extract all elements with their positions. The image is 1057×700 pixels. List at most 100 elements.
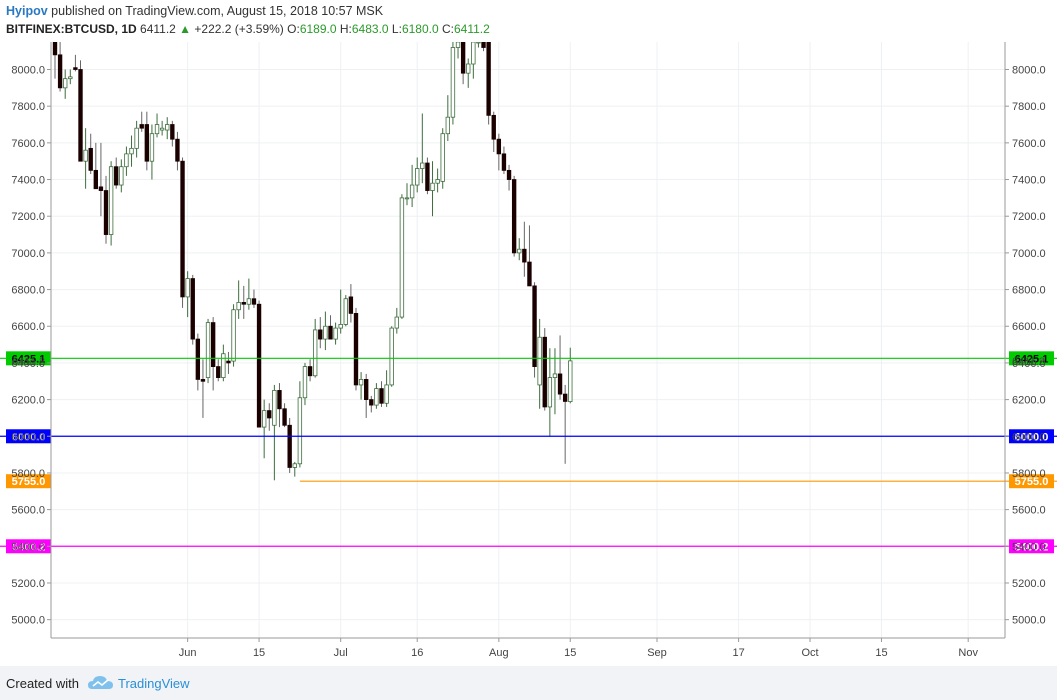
candle-body (221, 353, 226, 378)
candle-body (399, 197, 405, 318)
candle-body (562, 393, 568, 402)
candle-body (511, 179, 517, 254)
candle-body (547, 377, 553, 408)
y-tick-label-right: 5800.0 (1012, 468, 1046, 480)
y-tick-label-left: 8000.0 (11, 65, 45, 77)
candle-body (353, 313, 359, 386)
candle-body (486, 42, 491, 116)
y-tick-label-right: 7800.0 (1012, 101, 1046, 113)
level-tag-left (6, 351, 51, 366)
y-tick-label-right: 8000.0 (1012, 65, 1046, 77)
close-label: C: (441, 22, 454, 36)
chart-header: Hyipov published on TradingView.com, Aug… (0, 0, 1057, 42)
grid-lines (51, 42, 1005, 638)
candle-body (134, 127, 139, 149)
y-tick-label-right: 7200.0 (1012, 211, 1046, 223)
level-label-right: 6000.0 (1015, 431, 1049, 443)
candle-body (236, 302, 241, 311)
tradingview-brand-link[interactable]: TradingView (118, 676, 190, 691)
author-name[interactable]: Hyipov (6, 4, 48, 18)
candle-body (210, 322, 216, 367)
candle-body (165, 124, 170, 131)
candle-body (287, 424, 292, 468)
x-tick-label: Oct (801, 647, 818, 659)
y-tick-label-left: 5200.0 (11, 578, 45, 590)
candle-body (73, 67, 78, 70)
candle-body (190, 278, 195, 340)
price-chart[interactable]: 6425.1 6425.1 6000.0 6000.0 5755.0 5755.0 5400… (0, 0, 1057, 666)
candle-body (364, 379, 369, 401)
candle-body (261, 410, 267, 428)
candle-body (527, 261, 532, 287)
candle-body (425, 162, 430, 191)
candle-body (63, 78, 68, 89)
candle-body (328, 325, 333, 340)
published-info: published on TradingView.com, August 15,… (51, 4, 384, 18)
candle-body (542, 336, 547, 408)
candle-body (108, 166, 114, 235)
y-tick-label-left: 7400.0 (11, 175, 45, 187)
open-label: O: (287, 22, 300, 36)
candle-body (466, 63, 471, 74)
candle-body (358, 379, 364, 386)
candle-body (241, 302, 246, 305)
level-tag-right (1009, 539, 1054, 554)
candle-body (231, 309, 236, 362)
y-tick-label-left: 7800.0 (11, 101, 45, 113)
y-tick-label-right: 5000.0 (1012, 615, 1046, 627)
candle-body (251, 298, 257, 305)
x-tick-label: Sep (647, 647, 667, 659)
candle-body (568, 360, 573, 403)
y-tick-label-right: 6400.0 (1012, 358, 1046, 370)
candle-body (119, 166, 124, 186)
candle-body (98, 186, 104, 191)
high-label: H: (339, 22, 352, 36)
up-arrow-icon: ▲ (179, 22, 192, 36)
open-value: 6189.0 (299, 22, 337, 36)
candle-body (226, 360, 231, 364)
candle-body (307, 366, 313, 377)
candle-body (522, 248, 527, 263)
last-price: 6411.2 (140, 22, 176, 36)
x-tick-label: Aug (489, 647, 509, 659)
candle-body (200, 379, 206, 382)
candle-body (440, 133, 445, 182)
candle-body (537, 336, 542, 386)
level-tag-right (1009, 429, 1054, 444)
candle-body (159, 127, 165, 131)
y-tick-label-left: 7200.0 (11, 211, 45, 223)
y-tick-label-right: 6800.0 (1012, 285, 1046, 297)
candles-layer (52, 42, 573, 481)
candle-body (404, 197, 410, 200)
candle-body (384, 384, 389, 404)
tradingview-cloud-icon[interactable] (88, 674, 114, 692)
level-tag-left (6, 474, 51, 489)
candle-body (409, 184, 415, 199)
candle-body (185, 278, 190, 298)
candle-body (149, 133, 155, 162)
candle-body (175, 138, 180, 162)
candle-body (144, 124, 150, 162)
price-change: +222.2 (+3.59%) (194, 22, 284, 36)
candle-body (323, 325, 328, 340)
candle-body (394, 316, 399, 329)
candle-body (78, 69, 83, 162)
y-tick-label-right: 6600.0 (1012, 321, 1046, 333)
candle-body (114, 166, 119, 186)
axes: 5000.0 5000.0 5200.0 5200.0 5400.0 5400.0 5600… (11, 42, 1046, 659)
y-tick-label-right: 5400.0 (1012, 541, 1046, 553)
candle-body (292, 463, 297, 468)
candle-body (348, 296, 354, 314)
candle-body (501, 153, 507, 171)
symbol-name: BITFINEX:BTCUSD, 1D (6, 22, 137, 36)
candle-body (552, 373, 558, 378)
level-tag-left (6, 539, 51, 554)
x-tick-label: 15 (564, 647, 576, 659)
y-tick-label-right: 7600.0 (1012, 138, 1046, 150)
y-tick-label-left: 6000.0 (11, 431, 45, 443)
y-tick-label-right: 6200.0 (1012, 395, 1046, 407)
candle-body (455, 42, 461, 48)
y-tick-label-left: 6400.0 (11, 358, 45, 370)
candle-body (338, 324, 343, 329)
level-label-right: 5755.0 (1015, 476, 1049, 488)
